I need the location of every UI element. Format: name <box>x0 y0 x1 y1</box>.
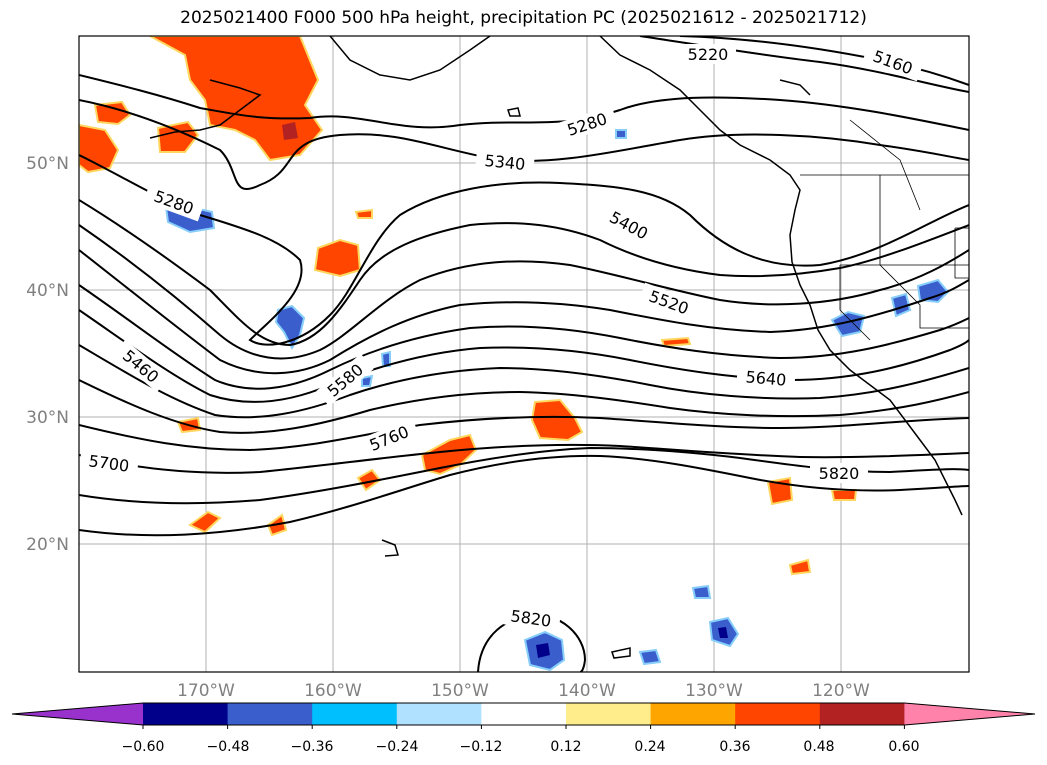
precipitation-positive <box>79 36 858 576</box>
colorbar-segment <box>312 703 398 725</box>
lat-label-50n: 50°N <box>26 154 69 174</box>
lon-label-120w: 120°W <box>812 681 870 701</box>
longitude-labels: 170°W 160°W 150°W 140°W 130°W 120°W <box>177 681 870 701</box>
colorbar-tick-label: 0.48 <box>803 739 834 755</box>
lat-label-40n: 40°N <box>26 281 69 301</box>
colorbar-tick-label: −0.24 <box>376 739 419 755</box>
contour-label-5640: 5640 <box>745 367 787 389</box>
lat-label-20n: 20°N <box>26 535 69 555</box>
lon-label-150w: 150°W <box>431 681 489 701</box>
colorbar-segment <box>735 703 821 725</box>
lat-label-30n: 30°N <box>26 408 69 428</box>
colorbar-tick-label: 0.60 <box>888 739 919 755</box>
colorbar-tick-label: −0.60 <box>122 739 165 755</box>
contour-label-5220: 5220 <box>688 45 729 64</box>
contour-label-5820-east: 5820 <box>819 464 860 483</box>
colorbar-segment <box>227 703 313 725</box>
map-border <box>78 35 970 673</box>
colorbar-extend-low <box>12 703 143 725</box>
contour-label-5340: 5340 <box>484 151 526 174</box>
colorbar-extend-high <box>904 703 1035 725</box>
lon-label-140w: 140°W <box>558 681 616 701</box>
lon-label-160w: 160°W <box>304 681 362 701</box>
map-area[interactable] <box>79 36 969 672</box>
colorbar-tick-label: −0.48 <box>207 739 250 755</box>
colorbar-tick-label: 0.36 <box>719 739 750 755</box>
colorbar-segment <box>481 703 567 725</box>
lon-label-170w: 170°W <box>177 681 235 701</box>
colorbar-tick-label: 0.12 <box>550 739 581 755</box>
latitude-labels: 50°N 40°N 30°N 20°N <box>26 154 69 555</box>
colorbar-segment <box>650 703 736 725</box>
colorbar-segment <box>143 703 229 725</box>
map-title: 2025021400 F000 500 hPa height, precipit… <box>180 8 867 28</box>
lon-label-130w: 130°W <box>685 681 743 701</box>
colorbar-tick-label: −0.12 <box>460 739 503 755</box>
colorbar-segment <box>396 703 482 725</box>
colorbar-ticks: −0.60 −0.48 −0.36 −0.24 −0.12 0.12 0.24 … <box>122 739 920 755</box>
colorbar-segment <box>566 703 652 725</box>
colorbar-segment <box>819 703 905 725</box>
colorbar <box>11 702 1036 729</box>
height-contours <box>79 36 969 672</box>
colorbar-tick-label: 0.24 <box>634 739 665 755</box>
colorbar-tick-label: −0.36 <box>291 739 334 755</box>
